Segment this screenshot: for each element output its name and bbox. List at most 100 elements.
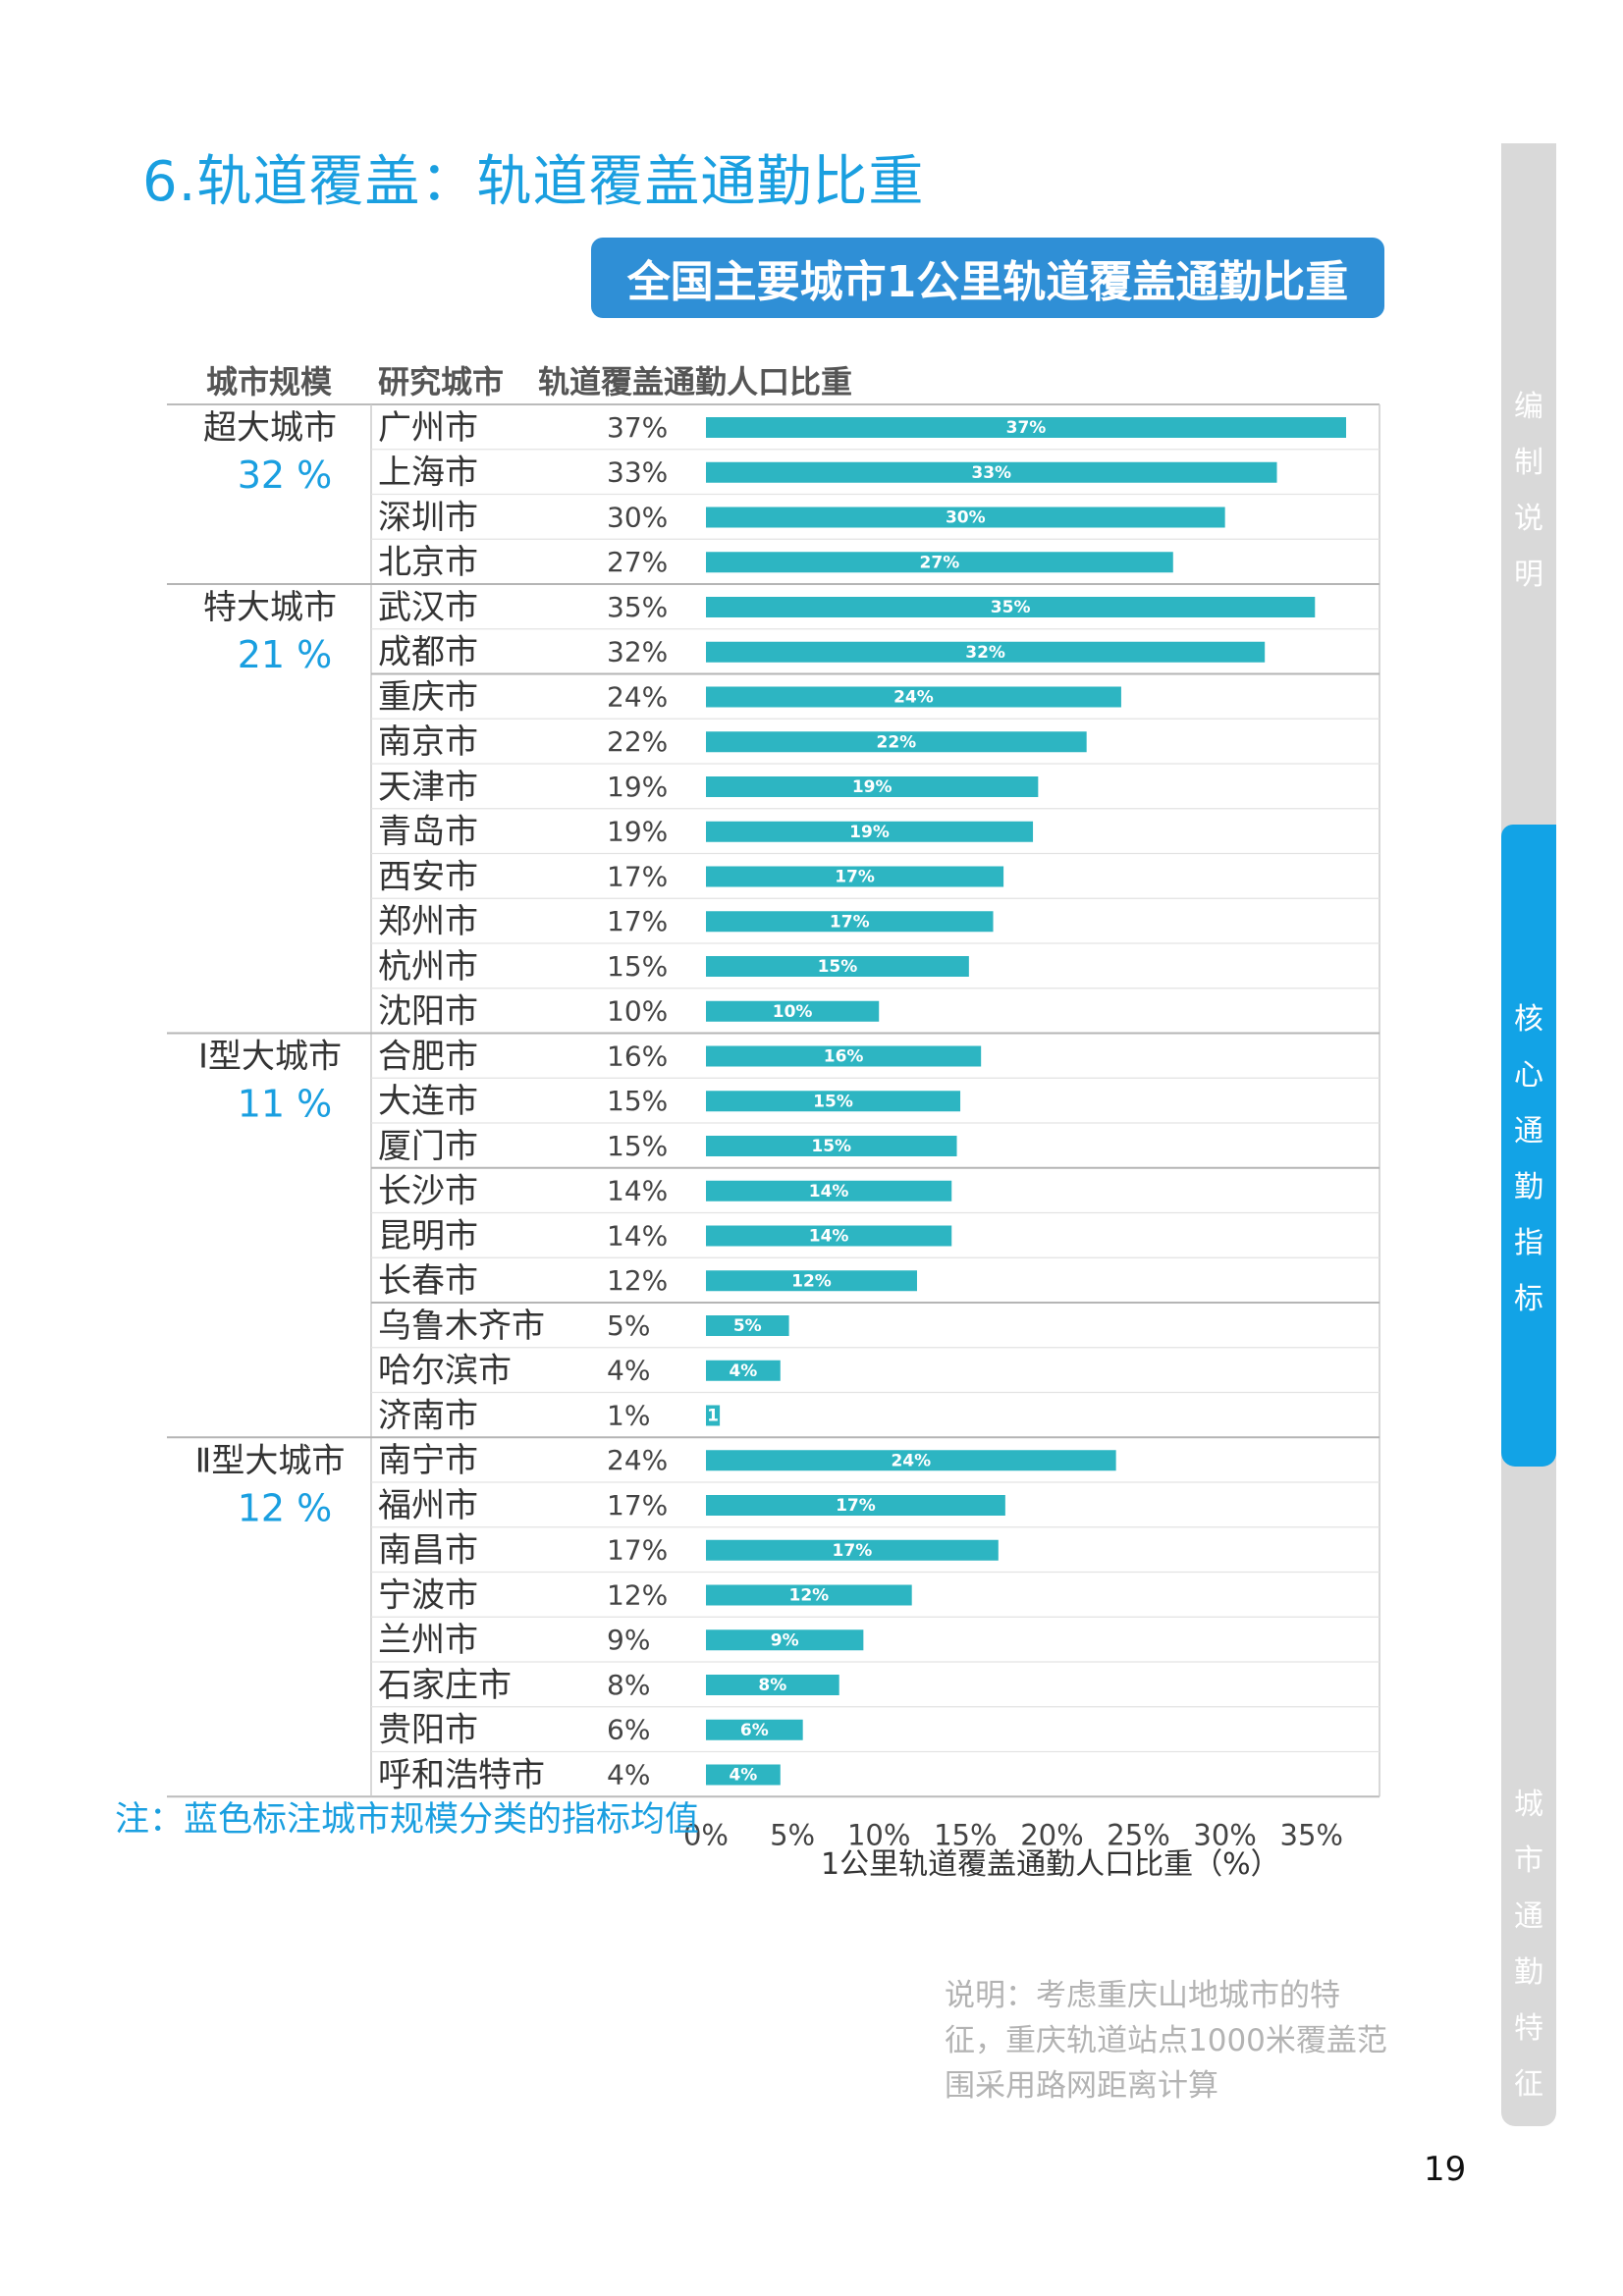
bar (706, 641, 1266, 663)
city-label: 沈阳市 (378, 992, 478, 1032)
bar (706, 866, 1004, 887)
tab-char: 心 (1514, 1058, 1543, 1093)
ratio-text: 30% (607, 501, 668, 533)
city-label: 北京市 (378, 543, 478, 582)
bar-value-label: 6% (740, 1721, 769, 1740)
ratio-text: 17% (607, 1489, 668, 1522)
bar (706, 1675, 839, 1695)
bar (706, 1225, 952, 1247)
group-average: 11 % (238, 1083, 333, 1126)
bar (706, 1315, 789, 1336)
ratio-text: 19% (607, 816, 668, 848)
ratio-text: 15% (607, 950, 668, 983)
ratio-text: 14% (607, 1175, 668, 1207)
bar-value-label: 17% (833, 1541, 873, 1561)
bar (706, 1180, 952, 1201)
bar (706, 507, 1225, 528)
bar-value-label: 12% (791, 1271, 832, 1291)
bar-value-label: 16% (824, 1047, 864, 1067)
ratio-text: 15% (607, 1085, 668, 1117)
ratio-text: 22% (607, 725, 668, 758)
group-name: Ⅱ型大城市 (195, 1441, 346, 1480)
bar (706, 552, 1173, 573)
city-label: 武汉市 (378, 588, 478, 627)
group-average: 32 % (238, 454, 333, 497)
ratio-text: 24% (607, 1444, 668, 1476)
bar-value-label: 15% (811, 1137, 851, 1156)
ratio-text: 27% (607, 546, 668, 578)
group-average: 21 % (238, 633, 333, 676)
ratio-text: 32% (607, 636, 668, 668)
city-label: 南京市 (378, 722, 478, 762)
bar-value-label: 4% (729, 1362, 757, 1381)
tab-compilation-notes[interactable]: 编制说明 (1501, 379, 1556, 603)
ratio-text: 17% (607, 1534, 668, 1567)
city-label: 大连市 (378, 1082, 478, 1121)
bar-value-label: 30% (946, 508, 986, 528)
group-name: 超大城市 (203, 408, 337, 448)
city-label: 成都市 (378, 633, 478, 672)
ratio-text: 5% (607, 1309, 650, 1342)
bar (706, 1719, 803, 1740)
city-label: 长沙市 (378, 1172, 478, 1211)
bar (706, 1584, 912, 1606)
bar (706, 417, 1346, 438)
city-label: 南宁市 (378, 1441, 478, 1480)
bar-value-label: 17% (835, 868, 875, 887)
tab-char: 指 (1514, 1226, 1543, 1260)
x-tick-label: 5% (770, 1818, 815, 1851)
city-label: 福州市 (378, 1486, 478, 1525)
bar-value-label: 4% (729, 1766, 757, 1786)
ratio-text: 4% (607, 1758, 650, 1790)
bar-value-label: 8% (758, 1676, 786, 1695)
chart-note: 注：蓝色标注城市规模分类的指标均值 (115, 1800, 700, 1840)
bar-value-label: 9% (771, 1630, 799, 1650)
bar (706, 597, 1316, 617)
bar (706, 1495, 1005, 1516)
tab-char: 特 (1514, 2011, 1543, 2046)
ratio-text: 12% (607, 1578, 668, 1611)
city-label: 重庆市 (378, 677, 478, 717)
bar-value-label: 37% (1006, 418, 1047, 438)
bar-value-label: 33% (971, 463, 1011, 483)
tab-char: 说 (1514, 502, 1543, 536)
ratio-text: 4% (607, 1355, 650, 1387)
bar-value-label: 19% (852, 777, 893, 797)
tab-char: 勤 (1514, 1955, 1543, 1990)
city-label: 南昌市 (378, 1531, 478, 1571)
bar-value-label: 19% (849, 823, 890, 842)
bar-value-label: 15% (813, 1092, 853, 1111)
bar (706, 911, 994, 933)
bar (706, 461, 1277, 483)
ratio-text: 14% (607, 1219, 668, 1252)
bar-value-label: 22% (876, 732, 916, 752)
bar-value-label: 15% (818, 957, 858, 977)
bar-value-label: 5% (733, 1316, 762, 1336)
bar (706, 776, 1039, 797)
bar-value-label: 27% (920, 553, 960, 572)
tab-char: 标 (1514, 1282, 1543, 1316)
column-header-city: 研究城市 (378, 363, 505, 400)
city-label: 贵阳市 (378, 1711, 478, 1750)
city-label: 石家庄市 (378, 1666, 512, 1705)
city-label: 昆明市 (378, 1216, 478, 1255)
ratio-text: 1% (607, 1399, 650, 1431)
tab-char: 征 (1514, 2067, 1543, 2102)
bar (706, 1091, 961, 1112)
bar (706, 1539, 999, 1561)
tab-city-commute-features[interactable]: 城市通勤特征 (1501, 1777, 1556, 2112)
city-label: 兰州市 (378, 1621, 478, 1660)
bar (706, 1405, 721, 1426)
group-name: Ⅰ型大城市 (198, 1038, 342, 1077)
tab-core-commute-indicators[interactable]: 核心通勤指标 (1501, 825, 1556, 1467)
bar (706, 1000, 880, 1022)
page-number: 19 (1424, 2150, 1467, 2189)
bar (706, 686, 1121, 708)
tab-char: 通 (1514, 1899, 1543, 1934)
group-name: 特大城市 (203, 588, 337, 627)
ratio-text: 10% (607, 995, 668, 1028)
ratio-text: 8% (607, 1669, 650, 1701)
bar (706, 956, 969, 977)
ratio-text: 6% (607, 1714, 650, 1746)
tab-char: 城 (1514, 1788, 1543, 1822)
